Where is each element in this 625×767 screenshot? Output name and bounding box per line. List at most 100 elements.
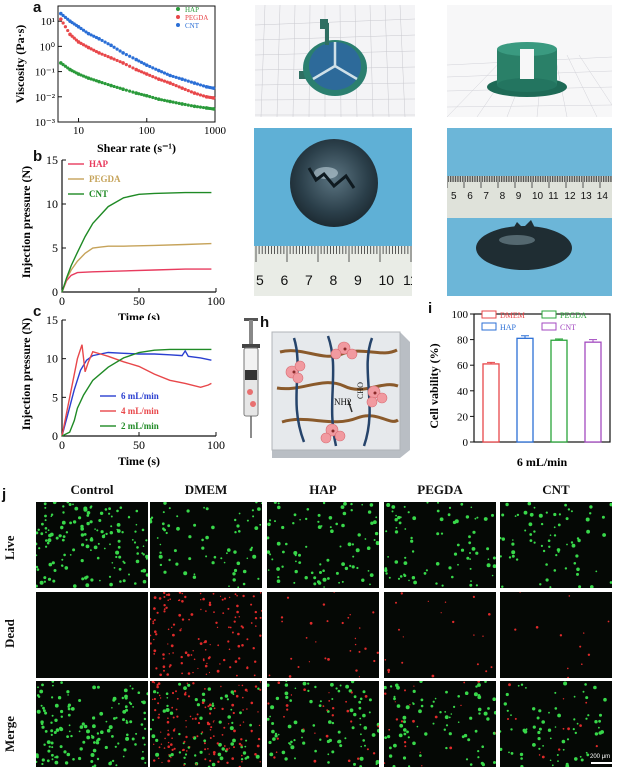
- live-cell: [219, 756, 224, 761]
- data-point: [139, 60, 144, 64]
- live-cell: [55, 755, 59, 759]
- live-cell: [44, 730, 48, 733]
- ruler-number: 8: [329, 272, 338, 288]
- data-point: [171, 100, 175, 104]
- dead-cell: [157, 682, 161, 685]
- dead-cell: [204, 706, 207, 709]
- live-cell: [108, 725, 113, 730]
- live-cell: [40, 532, 44, 536]
- y-tick-label: 15: [46, 153, 58, 167]
- dead-cell: [228, 596, 231, 599]
- live-cell: [203, 739, 207, 743]
- live-cell: [54, 718, 58, 722]
- live-cell: [165, 692, 169, 695]
- live-cell: [319, 571, 322, 574]
- live-cell: [184, 753, 188, 756]
- live-cell: [319, 700, 322, 703]
- dead-cell: [206, 721, 210, 724]
- y-tick-label: 0: [52, 285, 58, 299]
- live-cell: [237, 586, 240, 588]
- live-cell: [129, 720, 133, 724]
- dead-cell: [207, 748, 209, 750]
- data-point: [211, 86, 216, 90]
- data-point: [112, 57, 116, 61]
- live-cell: [412, 689, 416, 693]
- live-cell: [529, 512, 534, 517]
- row-header-dead: Dead: [2, 619, 17, 648]
- dead-cell: [163, 592, 166, 595]
- live-cell: [90, 549, 92, 552]
- live-cell: [456, 543, 460, 547]
- live-cell: [486, 717, 490, 721]
- data-point: [162, 71, 167, 75]
- y-tick-label: 40: [457, 386, 469, 398]
- dead-cell: [159, 697, 162, 699]
- live-cell: [388, 754, 393, 758]
- live-cell: [203, 506, 205, 509]
- fluorescence-image-dead-hap: [267, 592, 379, 678]
- live-cell: [97, 542, 100, 545]
- live-cell: [393, 743, 397, 748]
- live-cell: [412, 516, 417, 521]
- data-point: [61, 13, 65, 18]
- dead-cell: [401, 661, 404, 664]
- dead-cell: [158, 597, 162, 600]
- data-point: [198, 105, 203, 109]
- ruler-number: 7: [483, 191, 489, 202]
- dead-cell: [268, 674, 271, 677]
- live-cell: [347, 542, 352, 547]
- dead-cell: [273, 756, 276, 759]
- live-cell: [290, 745, 295, 750]
- live-cell: [41, 683, 44, 687]
- live-cell: [335, 687, 338, 690]
- dead-cell: [199, 592, 202, 595]
- live-cell: [186, 509, 190, 513]
- live-cell: [493, 710, 496, 715]
- live-cell: [389, 685, 393, 688]
- live-cell: [293, 551, 298, 555]
- live-cell: [547, 728, 552, 732]
- dead-cell: [413, 685, 415, 687]
- live-cell: [72, 520, 77, 524]
- data-point: [92, 48, 96, 52]
- dead-cell: [350, 691, 353, 694]
- live-cell: [574, 757, 578, 761]
- live-cell: [150, 519, 153, 524]
- live-cell: [43, 502, 47, 506]
- live-cell: [40, 704, 43, 707]
- live-cell: [118, 702, 120, 705]
- col-header-dmem: DMEM: [184, 482, 228, 497]
- dead-cell: [196, 713, 199, 716]
- bar: [550, 339, 568, 443]
- fluorescence-image-dead-pegda: [384, 592, 496, 678]
- live-cell: [441, 584, 444, 587]
- live-cell: [511, 554, 515, 558]
- chart-a-viscosity: 10 100 1000 10⁻³ 10⁻² 10⁻¹ 10⁰ 10¹ Shear rate (s…: [13, 5, 227, 155]
- live-cell: [67, 707, 71, 711]
- live-cell: [589, 505, 593, 509]
- live-cell: [404, 556, 407, 559]
- ruler-number: 11: [403, 272, 412, 288]
- x-tick-label: 50: [133, 294, 145, 308]
- dead-cell: [303, 688, 306, 691]
- dead-cell: [231, 703, 235, 707]
- dead-cell: [326, 709, 329, 712]
- live-cell: [549, 586, 552, 588]
- live-cell: [448, 506, 452, 509]
- live-cell: [505, 502, 509, 507]
- live-cell: [201, 546, 205, 550]
- live-cell: [304, 576, 308, 580]
- live-cell: [46, 759, 50, 763]
- live-cell: [557, 760, 559, 762]
- live-cell: [510, 714, 512, 716]
- dead-cell: [170, 756, 172, 759]
- x-tick-label: 100: [139, 125, 156, 137]
- dead-cell: [219, 595, 222, 597]
- live-cell: [60, 526, 63, 530]
- dead-cell: [155, 633, 158, 636]
- live-cell: [86, 514, 90, 517]
- live-cell: [589, 512, 592, 515]
- live-cell: [352, 555, 355, 558]
- live-cell: [269, 752, 274, 757]
- live-cell: [385, 530, 388, 533]
